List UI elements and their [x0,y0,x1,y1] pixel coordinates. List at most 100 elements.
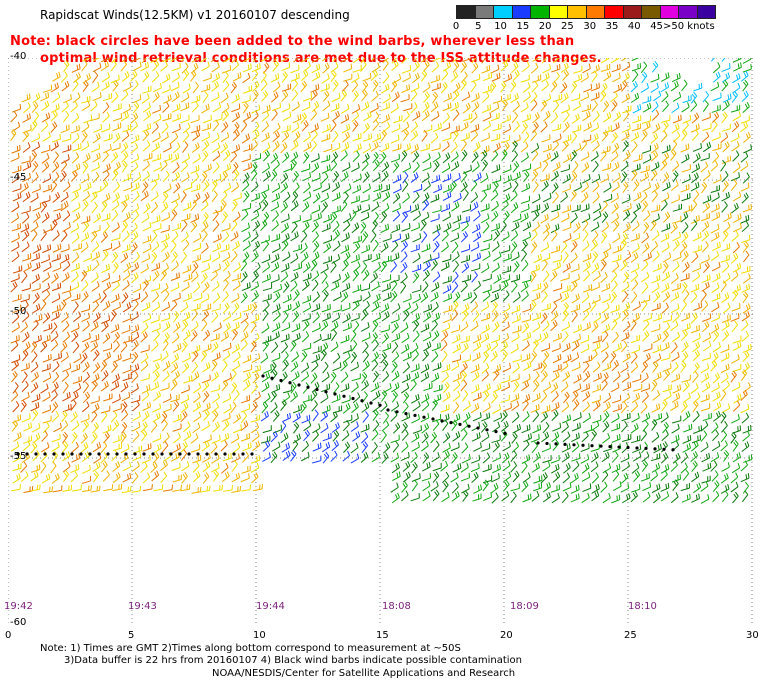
wind-barb [443,304,453,313]
wind-barb [722,302,731,314]
wind-barb [63,60,70,73]
wind-barb [432,152,441,163]
wind-barb [193,382,202,394]
wind-barb [531,169,539,182]
wind-barb [492,421,501,433]
wind-barb [441,322,451,333]
wind-barb [690,283,700,293]
wind-barb [390,434,400,444]
wind-barb [140,61,150,72]
wind-barb [43,289,51,302]
wind-barb [150,461,158,473]
wind-barb [452,401,460,414]
wind-barb [130,262,140,273]
wind-barb [182,239,190,252]
wind-barb [412,425,422,434]
wind-barb [422,82,431,93]
wind-barb [302,93,313,102]
wind-barb [712,429,719,442]
wind-barb [370,69,379,81]
wind-barb [281,322,291,332]
wind-barb [732,400,741,412]
lat-label-55: -55 [10,451,27,462]
wind-barb [612,172,621,183]
wind-barb [180,58,186,62]
wind-barb [261,401,269,414]
wind-barb [542,152,552,163]
wind-barb [102,144,112,154]
wind-barb [732,262,742,273]
wind-barb [163,142,172,153]
wind-barb [271,102,281,112]
contamination-dot [378,403,382,407]
wind-barb [50,390,58,402]
wind-barb [242,364,253,373]
wind-barb [183,375,193,384]
wind-barb [81,451,90,462]
wind-barb [500,221,507,233]
wind-barb [192,454,202,464]
wind-barb [191,486,202,494]
wind-barb [721,292,730,303]
wind-barb [362,122,370,134]
wind-barb [583,83,593,93]
wind-barb [362,300,370,312]
contamination-dot [431,417,435,421]
wind-barb [110,151,119,163]
wind-barb [501,274,511,283]
wind-barb [11,241,20,252]
wind-barb [313,333,322,344]
wind-barb [332,274,341,284]
wind-barb [640,191,648,203]
wind-barb [432,58,441,62]
wind-barb [491,58,496,62]
wind-barb [322,312,331,322]
wind-barb [371,301,380,313]
wind-barb [631,169,638,182]
wind-barb [152,223,162,232]
wind-barb [422,153,431,164]
wind-barb [181,153,191,164]
wind-barb [12,183,22,193]
contamination-dot [626,445,630,450]
wind-barb [93,212,102,224]
wind-barb [472,310,480,322]
wind-barb [371,62,380,73]
wind-barb [552,191,559,204]
wind-barb [690,291,698,304]
wind-barb [482,284,492,294]
wind-barb [382,58,389,64]
wind-barb [250,414,260,423]
wind-barb [400,251,408,263]
wind-barb [151,179,158,191]
wind-barb [22,130,30,143]
wind-barb [131,80,139,92]
wind-barb [371,442,378,454]
wind-barb [651,230,660,241]
wind-barb [613,371,621,383]
wind-barb [171,200,179,212]
wind-barb [542,192,552,203]
wind-barb [360,451,369,463]
contamination-dot [214,452,218,456]
wind-barb [521,61,530,73]
wind-barb [671,160,680,172]
wind-barb [512,292,521,303]
wind-barb [690,123,700,133]
wind-barb [730,370,737,383]
wind-barb [52,151,59,164]
wind-barb [21,380,29,393]
wind-barb [500,60,509,72]
wind-barb [521,461,528,474]
wind-barb [392,471,401,482]
wind-barb [223,270,231,282]
contamination-dot [187,452,191,456]
wind-barb [321,223,331,233]
wind-barb [471,151,479,163]
wind-barb [251,271,259,283]
wind-barb [600,271,608,283]
wind-barb [372,320,379,332]
wind-barb [21,241,30,253]
wind-barb [11,360,20,371]
wind-barb [180,114,190,124]
